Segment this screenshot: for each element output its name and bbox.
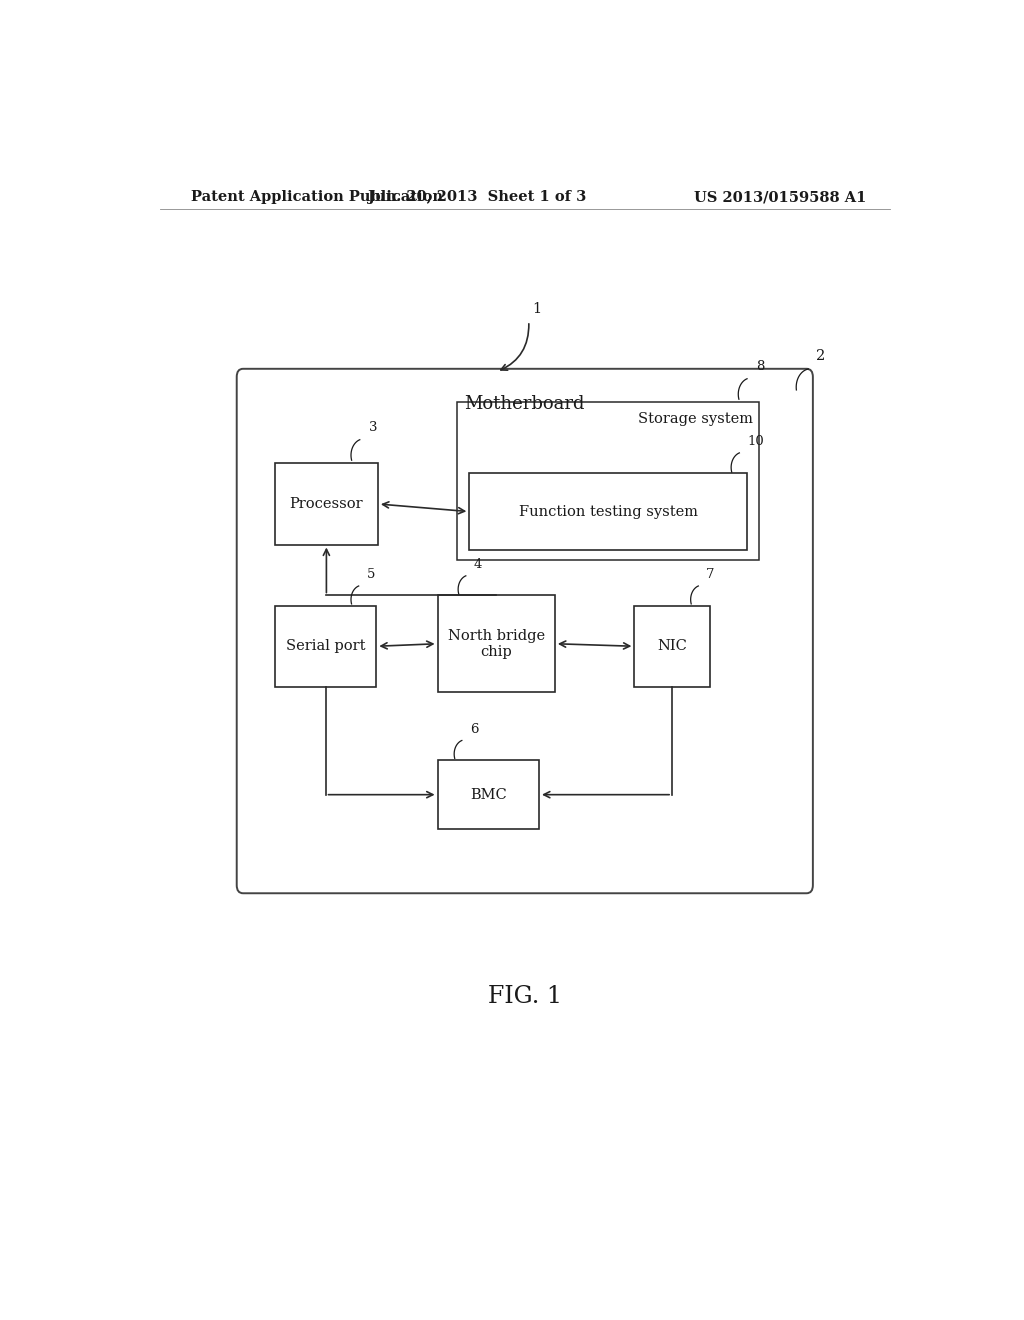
Text: 6: 6 — [470, 722, 478, 735]
Bar — [437, 760, 539, 829]
Text: 2: 2 — [816, 350, 825, 363]
Text: Jun. 20, 2013  Sheet 1 of 3: Jun. 20, 2013 Sheet 1 of 3 — [368, 190, 587, 205]
Bar — [458, 403, 759, 560]
Bar — [469, 474, 748, 549]
Text: Function testing system: Function testing system — [518, 504, 697, 519]
Text: 5: 5 — [367, 568, 375, 581]
Bar — [437, 595, 555, 692]
Text: Serial port: Serial port — [286, 639, 366, 653]
Text: 3: 3 — [369, 421, 377, 434]
Bar — [274, 463, 378, 545]
Text: 8: 8 — [756, 360, 765, 374]
Text: 4: 4 — [474, 558, 482, 570]
Text: Motherboard: Motherboard — [465, 395, 585, 413]
Text: US 2013/0159588 A1: US 2013/0159588 A1 — [693, 190, 866, 205]
Text: 1: 1 — [532, 302, 542, 315]
Text: North bridge
chip: North bridge chip — [447, 628, 545, 659]
FancyBboxPatch shape — [237, 368, 813, 894]
Text: FIG. 1: FIG. 1 — [487, 986, 562, 1008]
Text: 7: 7 — [707, 568, 715, 581]
Text: Processor: Processor — [290, 496, 364, 511]
Text: Storage system: Storage system — [638, 412, 753, 426]
Text: 10: 10 — [748, 434, 765, 447]
Bar — [634, 606, 710, 686]
Text: BMC: BMC — [470, 788, 507, 801]
Text: Patent Application Publication: Patent Application Publication — [191, 190, 443, 205]
Bar — [274, 606, 377, 686]
Text: NIC: NIC — [657, 639, 687, 653]
